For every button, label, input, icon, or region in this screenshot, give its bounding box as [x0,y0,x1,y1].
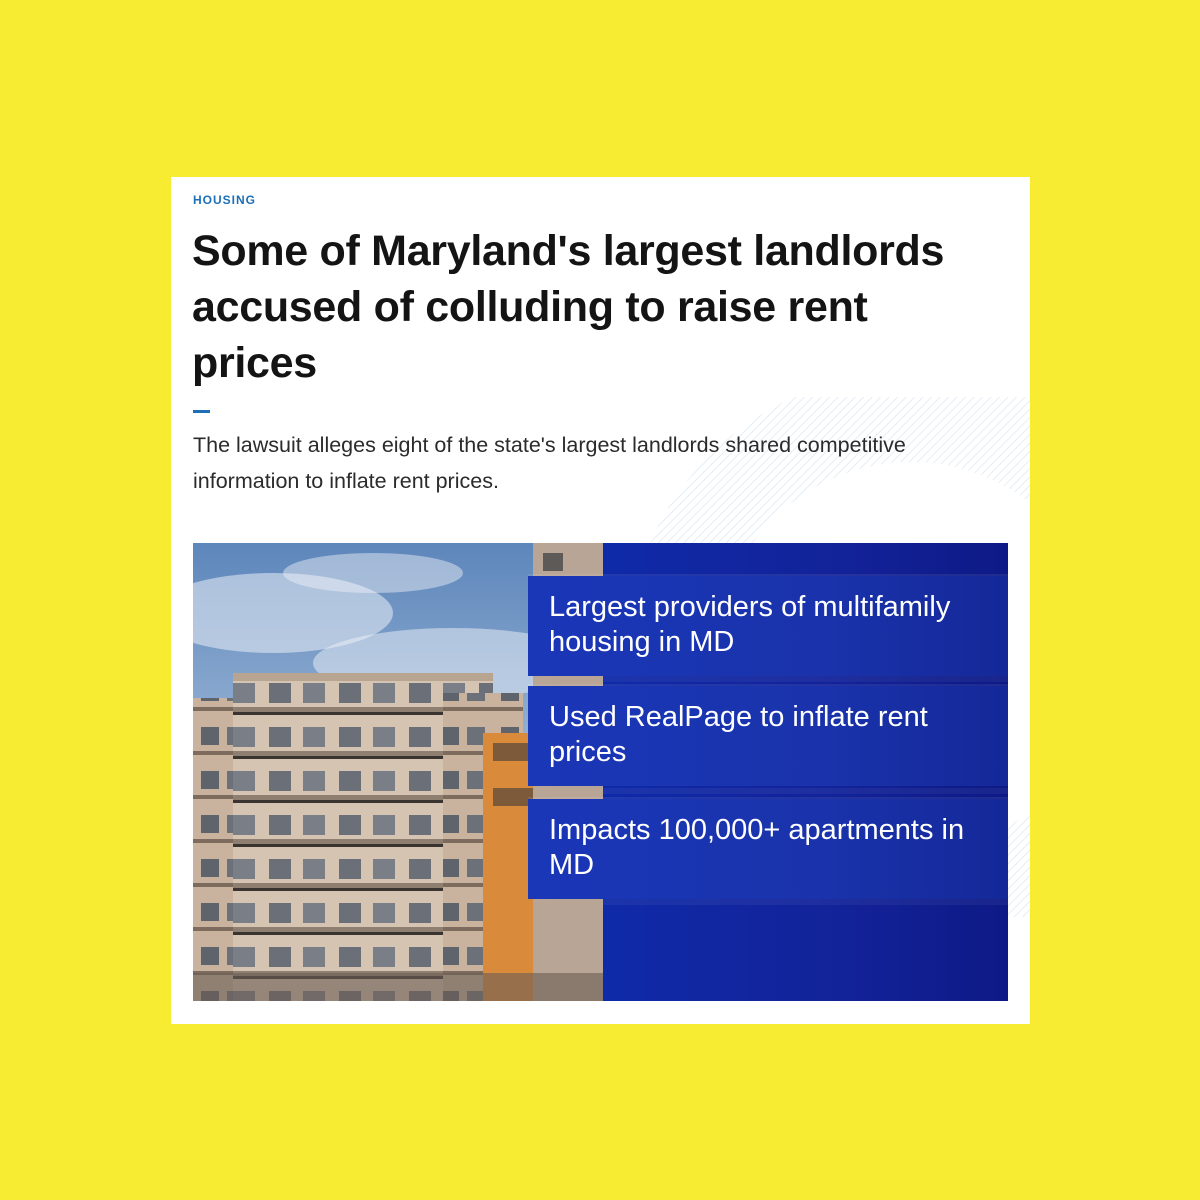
info-bullet: Used RealPage to inflate rent prices [528,686,1008,786]
info-bullet-text: Largest providers of multifamily housing… [549,591,951,658]
panel-stripe [603,788,1008,794]
article-card: HOUSING Some of Maryland's largest landl… [171,177,1030,1024]
headline-divider [193,410,210,413]
panel-stripe [603,899,1008,905]
article-dek: The lawsuit alleges eight of the state's… [193,433,906,493]
info-bullet: Largest providers of multifamily housing… [528,576,1008,676]
article-headline: Some of Maryland's largest landlords acc… [192,227,945,387]
panel-stripe [603,676,1008,682]
info-bullet-text: Used RealPage to inflate rent prices [549,701,928,768]
hero-image: Largest providers of multifamily housing… [193,543,1008,1001]
category-label[interactable]: HOUSING [193,193,257,207]
info-bullet: Impacts 100,000+ apartments in MD [528,799,1008,899]
info-bullet-text: Impacts 100,000+ apartments in MD [549,814,965,881]
